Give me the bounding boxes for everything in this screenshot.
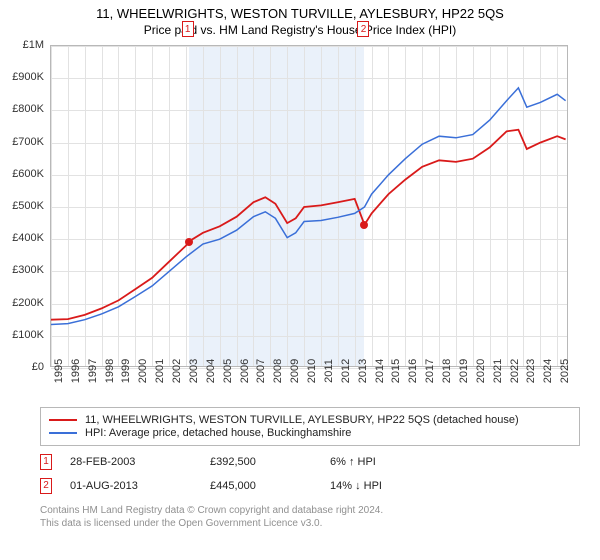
plot-area [50,45,568,367]
transaction-row-marker: 2 [40,478,52,494]
x-tick-label: 2015 [390,359,402,383]
x-tick-label: 2003 [188,359,200,383]
x-tick-label: 2002 [171,359,183,383]
transaction-row: 1 28-FEB-2003£392,5006% ↑ HPI [40,454,600,470]
transaction-row-marker: 1 [40,454,52,470]
x-tick-label: 2021 [492,359,504,383]
x-tick-label: 2004 [205,359,217,383]
footer-line1: Contains HM Land Registry data © Crown c… [40,504,600,517]
x-tick-label: 2018 [441,359,453,383]
legend-row: HPI: Average price, detached house, Buck… [49,427,571,439]
chart-area: £0£100K£200K£300K£400K£500K£600K£700K£80… [50,45,568,367]
transaction-dot-2 [360,221,368,229]
x-tick-label: 2020 [475,359,487,383]
series-property [51,130,566,320]
chart-title-line1: 11, WHEELWRIGHTS, WESTON TURVILLE, AYLES… [0,6,600,21]
x-tick-label: 2025 [559,359,571,383]
transaction-marker-1: 1 [182,21,194,37]
x-tick-label: 2001 [154,359,166,383]
x-tick-label: 2005 [222,359,234,383]
y-tick-label: £200K [12,297,44,309]
transaction-marker-2: 2 [357,21,369,37]
y-tick-label: £600K [12,168,44,180]
series-svg [51,46,569,368]
legend-row: 11, WHEELWRIGHTS, WESTON TURVILLE, AYLES… [49,414,571,426]
transaction-price: £392,500 [210,456,330,468]
x-tick-label: 2013 [357,359,369,383]
transaction-date: 01-AUG-2013 [70,480,210,492]
transaction-dot-1 [185,238,193,246]
transactions-block: 1 28-FEB-2003£392,5006% ↑ HPI 2 01-AUG-2013… [0,454,600,494]
x-tick-label: 2017 [424,359,436,383]
x-tick-label: 1996 [70,359,82,383]
y-tick-label: £900K [12,71,44,83]
legend-label: HPI: Average price, detached house, Buck… [85,427,351,439]
transaction-delta: 14% ↓ HPI [330,480,382,492]
y-tick-label: £1M [23,39,44,51]
footer-attribution: Contains HM Land Registry data © Crown c… [40,504,600,530]
x-tick-label: 2022 [509,359,521,383]
x-tick-label: 2016 [407,359,419,383]
transaction-date: 28-FEB-2003 [70,456,210,468]
x-tick-label: 2006 [239,359,251,383]
transaction-delta: 6% ↑ HPI [330,456,376,468]
x-tick-label: 1995 [53,359,65,383]
chart-title-block: 11, WHEELWRIGHTS, WESTON TURVILLE, AYLES… [0,0,600,37]
x-tick-label: 2000 [137,359,149,383]
x-tick-label: 2011 [323,359,335,383]
x-tick-label: 2023 [525,359,537,383]
y-tick-label: £400K [12,232,44,244]
y-tick-label: £300K [12,264,44,276]
chart-title-line2: Price paid vs. HM Land Registry's House … [0,23,600,37]
legend-swatch [49,432,77,434]
y-tick-label: £100K [12,329,44,341]
x-tick-label: 2007 [255,359,267,383]
y-tick-label: £500K [12,200,44,212]
x-tick-label: 2012 [340,359,352,383]
x-tick-label: 2009 [289,359,301,383]
x-tick-label: 2024 [542,359,554,383]
x-tick-label: 1998 [104,359,116,383]
footer-line2: This data is licensed under the Open Gov… [40,517,600,530]
y-tick-label: £0 [32,361,44,373]
transaction-price: £445,000 [210,480,330,492]
y-tick-label: £700K [12,136,44,148]
x-tick-label: 2014 [374,359,386,383]
legend-label: 11, WHEELWRIGHTS, WESTON TURVILLE, AYLES… [85,414,519,426]
x-tick-label: 1999 [120,359,132,383]
x-tick-label: 2010 [306,359,318,383]
x-tick-label: 2019 [458,359,470,383]
x-tick-label: 2008 [272,359,284,383]
transaction-row: 2 01-AUG-2013£445,00014% ↓ HPI [40,478,600,494]
y-tick-label: £800K [12,103,44,115]
legend-box: 11, WHEELWRIGHTS, WESTON TURVILLE, AYLES… [40,407,580,446]
legend-swatch [49,419,77,421]
x-tick-label: 1997 [87,359,99,383]
